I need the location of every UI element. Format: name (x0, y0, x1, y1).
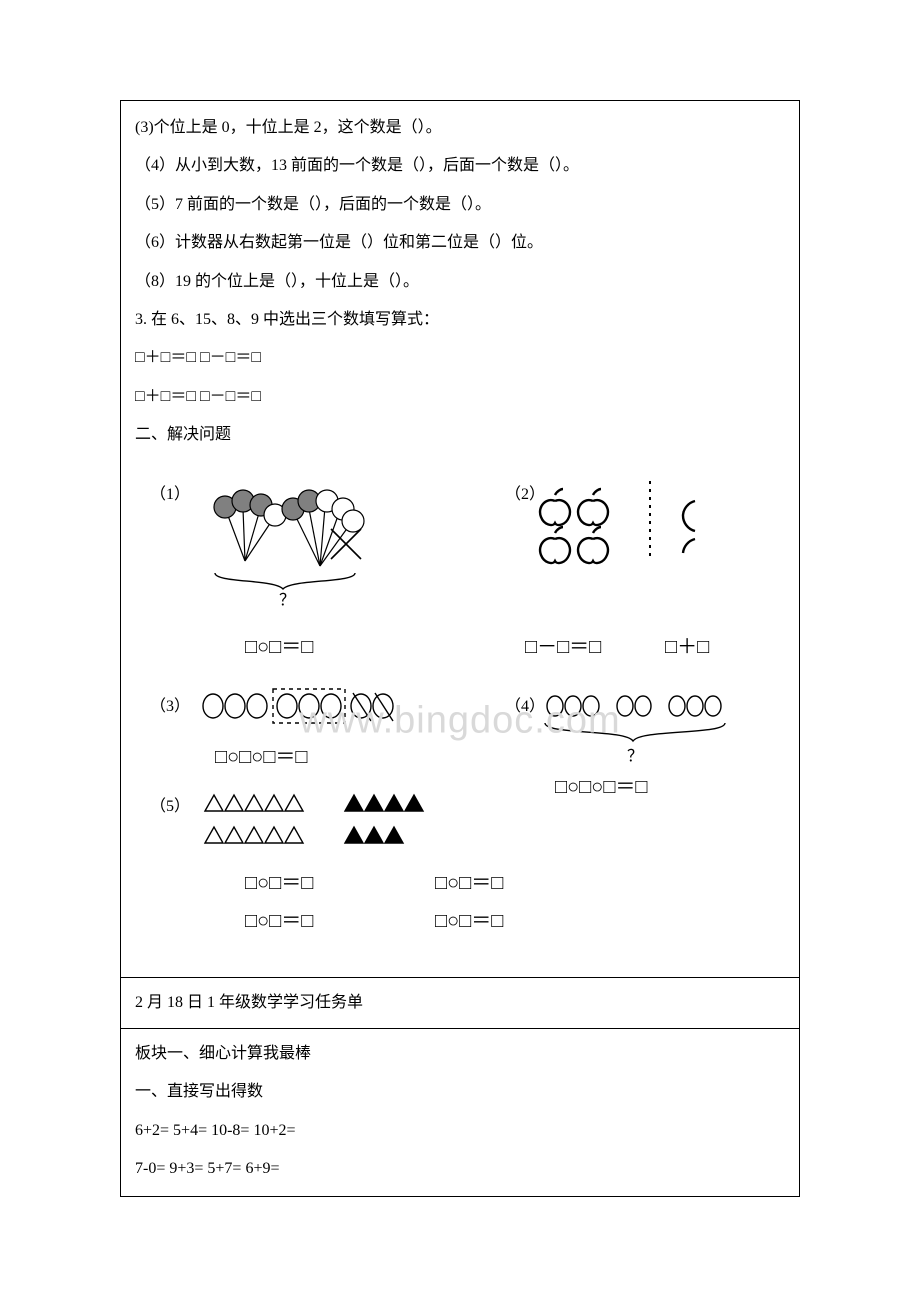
divider-1 (121, 977, 799, 978)
q2-item-5: （5）7 前面的一个数是（），后面的一个数是（）。 (135, 186, 785, 224)
q3-row-1: □＋□＝□ □－□＝□ (135, 339, 785, 377)
balloon-bunch-left (214, 490, 286, 561)
problems-svg: （1） (135, 471, 795, 971)
q2-item-8: （8）19 的个位上是（），十位上是（）。 (135, 263, 785, 301)
label-p4: （4） (505, 697, 545, 715)
label-p1: （1） (150, 485, 190, 503)
apples-left (540, 489, 608, 563)
brace-p1 (215, 573, 355, 589)
q3-lead: 3. 在 6、15、8、9 中选出三个数填写算式： (135, 301, 785, 339)
qmark-p1: ？ (279, 592, 295, 609)
p4-circles (547, 696, 721, 716)
qmark-p4: ？ (627, 748, 643, 765)
sheet2-row1: 6+2= 5+4= 10-8= 10+2= (135, 1112, 785, 1150)
section-2-heading: 二、解决问题 (135, 416, 785, 454)
q3-row-2: □＋□＝□ □－□＝□ (135, 378, 785, 416)
eq-p2a: □－□＝□ (525, 636, 601, 658)
eq-p4: □○□○□＝□ (555, 776, 647, 798)
sheet2-row2: 7-0= 9+3= 5+7= 6+9= (135, 1150, 785, 1188)
q2-item-6: （6）计数器从右数起第一位是（）位和第二位是（）位。 (135, 224, 785, 262)
balloon-bunch-right (282, 490, 364, 566)
q2-item-4: （4）从小到大数，13 前面的一个数是（），后面一个数是（）。 (135, 147, 785, 185)
problems-figure: www.bingdoc.com （1） (135, 471, 785, 971)
eq-p1: □○□＝□ (245, 636, 313, 658)
sheet2-title: 2 月 18 日 1 年级数学学习任务单 (135, 984, 785, 1022)
divider-2 (121, 1028, 799, 1029)
eq-p5-4: □○□＝□ (435, 910, 503, 932)
eq-p5-3: □○□＝□ (245, 910, 313, 932)
sheet2-sec1: 板块一、细心计算我最棒 (135, 1035, 785, 1073)
label-p5: （5） (150, 797, 190, 815)
eq-p3: □○□○□＝□ (215, 746, 307, 768)
p3-circles (203, 689, 393, 723)
label-p2: （2） (505, 485, 545, 503)
p5-triangles (205, 795, 423, 843)
apples-right-partial (683, 501, 695, 553)
q2-item-3: (3)个位上是 0，十位上是 2，这个数是（）。 (135, 109, 785, 147)
sheet2-sub1: 一、直接写出得数 (135, 1073, 785, 1111)
eq-p2b: □＋□ (665, 636, 709, 658)
eq-p5-1: □○□＝□ (245, 872, 313, 894)
brace-p4 (545, 723, 725, 741)
eq-p5-2: □○□＝□ (435, 872, 503, 894)
label-p3: （3） (150, 697, 190, 715)
